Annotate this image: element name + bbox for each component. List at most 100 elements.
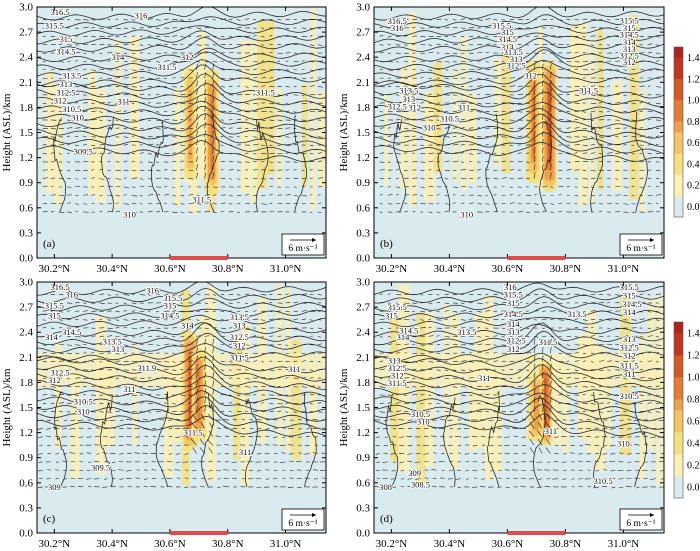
wind-arrow xyxy=(412,211,416,213)
wind-arrow xyxy=(115,344,121,346)
wind-arrow xyxy=(623,335,628,337)
wind-arrow xyxy=(655,194,662,196)
wind-arrow xyxy=(509,169,515,171)
wind-arrow xyxy=(550,347,552,354)
wind-arrow xyxy=(50,386,56,388)
contour-label: 311 xyxy=(117,97,129,107)
wind-arrow xyxy=(420,18,425,20)
isoline xyxy=(374,282,664,296)
wind-arrow xyxy=(504,452,510,454)
wind-arrow xyxy=(642,452,648,454)
colorbar-segment xyxy=(674,163,683,175)
wind-arrow xyxy=(504,469,510,471)
wind-arrow xyxy=(651,444,656,447)
wind-arrow xyxy=(452,186,459,188)
wind-arrow xyxy=(379,119,385,122)
wind-arrow xyxy=(598,102,603,104)
wind-arrow xyxy=(517,411,522,413)
wind-arrow xyxy=(208,469,213,472)
wind-arrow xyxy=(317,294,322,296)
wind-arrow xyxy=(139,402,145,404)
wind-arrow xyxy=(469,301,473,304)
wind-arrow xyxy=(541,397,544,404)
wind-arrow xyxy=(94,460,100,463)
wind-arrow xyxy=(301,127,305,129)
wind-arrow xyxy=(55,453,60,455)
wind-arrow xyxy=(639,301,645,304)
wind-arrow xyxy=(75,144,79,146)
wind-arrow xyxy=(261,203,267,205)
wind-arrow xyxy=(509,394,514,397)
x-tick-label: 30.4°N xyxy=(96,538,128,550)
wind-arrow xyxy=(615,35,620,38)
wind-arrow xyxy=(301,318,307,320)
wind-arrow xyxy=(245,111,250,113)
colorbar-frame xyxy=(673,321,684,499)
wind-arrow xyxy=(196,319,200,321)
updraft-field xyxy=(95,88,106,203)
colorbar-segment xyxy=(674,388,683,400)
wind-vectors xyxy=(42,18,326,214)
wind-arrow xyxy=(277,35,281,38)
wind-arrow xyxy=(317,411,323,413)
wind-arrow xyxy=(436,410,440,412)
wind-arrow xyxy=(123,344,128,346)
wind-arrow xyxy=(188,69,194,71)
wind-arrow xyxy=(107,210,113,213)
isoline xyxy=(374,14,664,29)
wind-arrow xyxy=(485,160,490,163)
contour-label: 315.5 xyxy=(492,20,511,30)
wind-arrow xyxy=(131,327,138,330)
wind-arrow xyxy=(582,336,586,338)
wind-arrow xyxy=(325,344,326,346)
wind-arrow xyxy=(212,397,215,404)
wind-arrow xyxy=(542,327,545,330)
wind-arrow xyxy=(245,386,251,388)
wind-arrow xyxy=(436,61,442,63)
wind-arrow xyxy=(321,452,326,454)
wind-arrow xyxy=(379,102,385,104)
wind-arrow xyxy=(107,111,112,113)
wind-arrow xyxy=(420,144,425,146)
wind-arrow xyxy=(400,469,405,472)
wind-arrow xyxy=(176,444,181,447)
wind-arrow xyxy=(404,202,408,204)
wind-arrow xyxy=(220,127,226,129)
wind-arrow xyxy=(256,486,262,489)
wind-arrow xyxy=(590,326,594,329)
wind-arrow xyxy=(325,319,326,320)
wind-arrow xyxy=(253,360,258,362)
wind-arrow xyxy=(412,394,418,396)
colorbar-tick-label: 1.0 xyxy=(687,96,700,107)
wind-arrow xyxy=(477,377,480,380)
wind-arrow xyxy=(607,152,613,154)
reference-vector-label: 6 m·s⁻¹ xyxy=(626,519,655,529)
wind-arrow xyxy=(301,402,306,404)
wind-arrow xyxy=(554,427,559,429)
wind-arrow xyxy=(509,119,515,121)
wind-arrow xyxy=(647,351,652,354)
wind-arrow xyxy=(525,77,532,80)
wind-arrow xyxy=(598,394,603,396)
wind-arrow xyxy=(379,161,385,163)
wind-arrow xyxy=(180,35,185,38)
wind-arrow xyxy=(558,194,562,196)
wind-arrow xyxy=(107,344,113,346)
wind-arrow xyxy=(493,211,498,213)
wind-arrow xyxy=(212,72,215,79)
wind-arrow xyxy=(550,113,552,120)
isoline xyxy=(374,392,664,413)
wind-arrow xyxy=(164,77,167,80)
wind-arrow xyxy=(428,160,434,163)
wind-arrow xyxy=(228,361,233,363)
wind-arrow xyxy=(139,77,145,79)
wind-arrow xyxy=(501,35,506,38)
contour-label: 315.5 xyxy=(388,302,407,312)
wind-arrow xyxy=(180,394,186,396)
contour-label: 312 xyxy=(48,375,61,385)
wind-arrow xyxy=(517,135,523,137)
isoline xyxy=(37,36,326,53)
wind-arrow xyxy=(212,380,215,387)
wind-arrow xyxy=(432,427,437,429)
wind-arrow xyxy=(501,128,505,130)
